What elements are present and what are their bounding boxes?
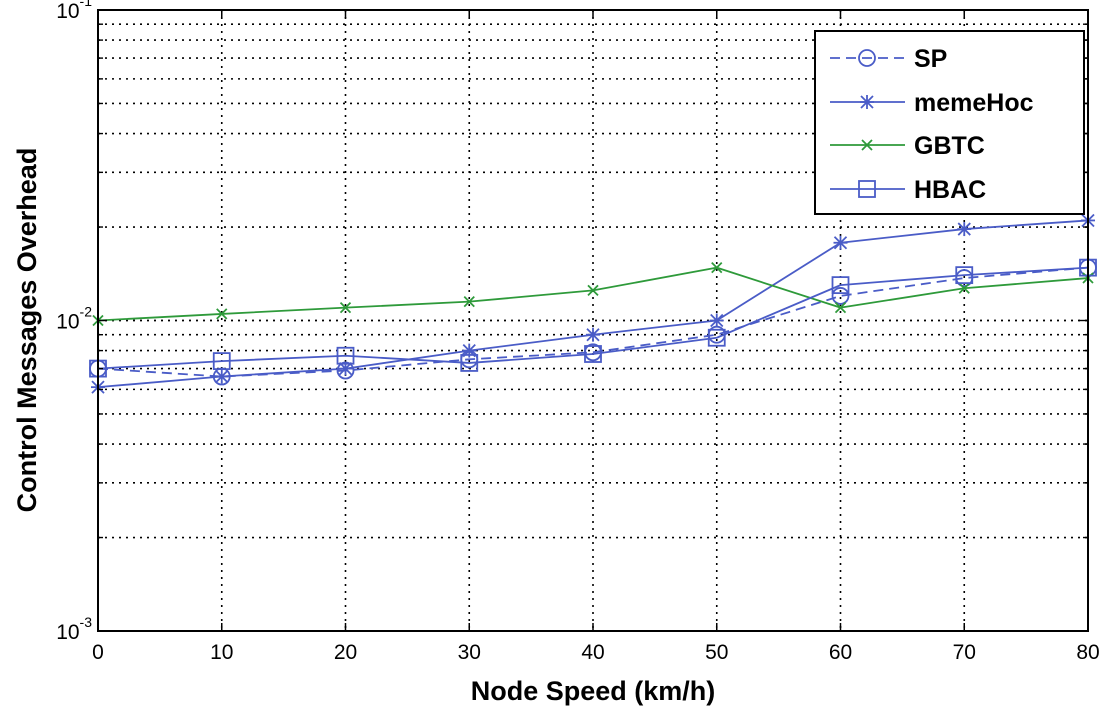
y-tick-exponent: -3 xyxy=(80,614,93,630)
y-tick-base: 10 xyxy=(56,0,79,23)
y-tick-base: 10 xyxy=(56,621,79,644)
legend-label-hbac: HBAC xyxy=(914,176,986,204)
x-tick-label: 10 xyxy=(210,641,233,664)
data-point-hbac xyxy=(212,352,231,371)
legend-label-memehoc: memeHoc xyxy=(914,89,1034,117)
legend-marker-gbtc xyxy=(861,139,873,151)
y-tick-label: 10-2 xyxy=(56,304,92,334)
x-tick-label: 40 xyxy=(581,641,604,664)
legend-item-gbtc: GBTC xyxy=(830,132,985,160)
legend-item-memehoc: memeHoc xyxy=(830,89,1034,117)
data-point-gbtc xyxy=(339,302,352,314)
x-tick-label: 50 xyxy=(705,641,728,664)
series-line-hbac xyxy=(97,266,1089,370)
legend-item-hbac: HBAC xyxy=(830,176,986,204)
data-point-sp xyxy=(831,287,850,305)
label-layer: Node Speed (km/h) Control Messages Overh… xyxy=(12,148,715,706)
data-point-memehoc xyxy=(709,313,724,328)
data-point-memehoc xyxy=(833,235,848,250)
x-tick-label: 0 xyxy=(92,641,104,664)
data-point-hbac xyxy=(460,354,479,372)
data-point-hbac xyxy=(955,266,974,285)
legend-label-gbtc: GBTC xyxy=(914,132,985,160)
y-tick-label: 10-1 xyxy=(56,0,92,23)
data-point-hbac xyxy=(336,346,355,365)
series-sp xyxy=(89,258,1097,386)
y-tick-exponent: -1 xyxy=(80,0,93,9)
y-axis-title: Control Messages Overhead xyxy=(12,148,42,513)
x-axis-title: Node Speed (km/h) xyxy=(471,676,716,706)
series-memehoc xyxy=(91,213,1095,395)
x-tick-label: 20 xyxy=(334,641,357,664)
y-tick-label: 10-3 xyxy=(56,614,92,644)
data-point-hbac xyxy=(584,345,602,363)
data-point-gbtc xyxy=(834,302,847,314)
legend-marker-sp xyxy=(858,49,876,67)
legend-marker-memehoc xyxy=(860,95,874,109)
data-point-memehoc xyxy=(957,222,972,237)
y-tick-exponent: -2 xyxy=(80,304,93,320)
legend: SP memeHoc GBTC HBAC xyxy=(814,30,1085,215)
x-tick-label: 60 xyxy=(829,641,852,664)
y-tick-base: 10 xyxy=(56,311,79,334)
x-tick-label: 80 xyxy=(1076,641,1099,664)
legend-item-sp: SP xyxy=(830,45,947,73)
data-point-gbtc xyxy=(463,296,475,308)
series-gbtc xyxy=(92,261,1094,327)
legend-label-sp: SP xyxy=(914,45,947,73)
data-point-gbtc xyxy=(216,308,228,320)
data-point-gbtc xyxy=(711,261,723,274)
data-point-gbtc xyxy=(958,282,970,294)
data-point-gbtc xyxy=(587,284,599,297)
x-tick-label: 30 xyxy=(458,641,481,664)
x-tick-label: 70 xyxy=(953,641,976,664)
data-point-hbac xyxy=(707,328,726,347)
data-point-memehoc xyxy=(586,327,600,342)
legend-marker-hbac xyxy=(858,180,876,198)
data-point-memehoc xyxy=(214,369,229,384)
data-point-hbac xyxy=(831,276,850,295)
